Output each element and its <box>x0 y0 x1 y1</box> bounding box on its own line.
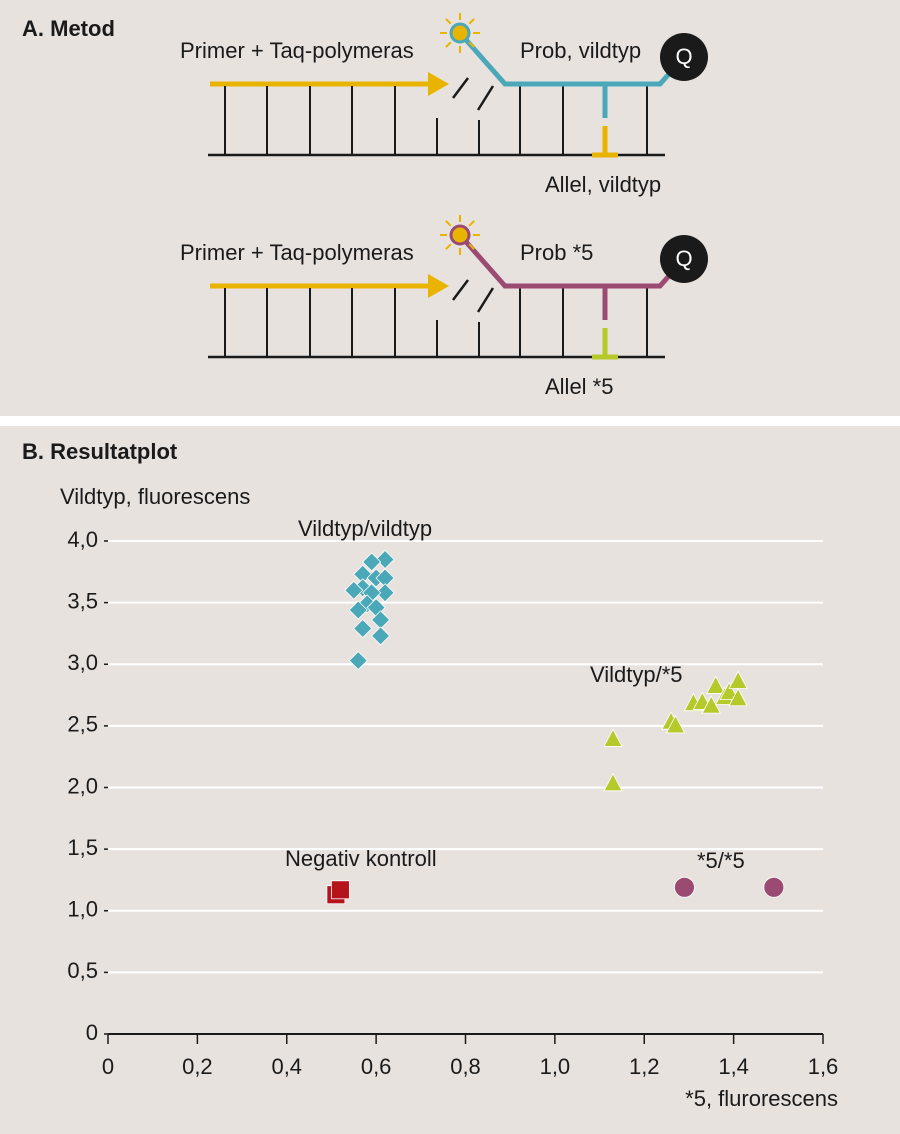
circle-marker <box>674 876 695 898</box>
y-axis-label: Vildtyp, fluorescens <box>60 484 250 509</box>
triangle-marker <box>603 728 623 747</box>
y-tick-label: 2,0 <box>67 773 98 798</box>
separator <box>0 416 900 426</box>
primer-label: Primer + Taq-polymeras <box>180 38 414 63</box>
triangle-marker <box>706 675 726 694</box>
y-tick-label: 3,5 <box>67 588 98 613</box>
x-tick-label: 0,8 <box>450 1054 481 1079</box>
cleaved-base <box>452 77 469 99</box>
diamond-marker <box>344 580 364 600</box>
y-tick-label: 1,5 <box>67 835 98 860</box>
fluor-ray <box>468 18 475 25</box>
fluor-ray <box>445 18 452 25</box>
triangle-marker <box>728 687 748 707</box>
x-axis-label: *5, flurorescens <box>685 1086 838 1111</box>
diamond-marker <box>348 600 368 620</box>
arrow-head <box>428 72 449 96</box>
circle-marker <box>763 876 785 898</box>
x-tick-label: 1,0 <box>540 1054 571 1079</box>
fluor-ray <box>468 220 475 227</box>
quencher-label: Q <box>675 246 692 271</box>
cleaved-base <box>476 287 495 313</box>
y-tick-label: 1,0 <box>67 897 98 922</box>
series-label: Vildtyp/vildtyp <box>298 516 432 541</box>
square-marker <box>330 880 350 900</box>
diamond-marker <box>375 583 395 603</box>
fluorophore <box>449 224 471 246</box>
primer-label: Primer + Taq-polymeras <box>180 240 414 265</box>
x-tick-label: 0,4 <box>271 1054 302 1079</box>
series-label: Negativ kontroll <box>285 846 437 871</box>
triangle-marker <box>665 715 686 734</box>
fluorophore <box>449 22 471 44</box>
x-tick-label: 0,2 <box>182 1054 213 1079</box>
quencher <box>660 33 708 81</box>
allele-label: Allel, vildtyp <box>545 172 661 197</box>
diamond-marker <box>362 552 382 572</box>
fluor-ray <box>445 41 452 48</box>
cleaved-base <box>452 279 469 301</box>
allele-label: Allel *5 <box>545 374 613 399</box>
series-label: Vildtyp/*5 <box>590 662 683 687</box>
x-tick-label: 1,6 <box>808 1054 839 1079</box>
probe-label: Prob, vildtyp <box>520 38 641 63</box>
diamond-marker <box>353 618 373 639</box>
chart-title: B. Resultatplot <box>22 439 178 464</box>
quencher <box>660 235 708 283</box>
panel-a-title: A. Metod <box>22 16 115 41</box>
probe-label: Prob *5 <box>520 240 593 265</box>
y-tick-label: 4,0 <box>67 527 98 552</box>
fluor-ray <box>445 220 452 227</box>
cleaved-base <box>476 85 495 111</box>
y-tick-label: 3,0 <box>67 650 98 675</box>
x-tick-label: 0,6 <box>361 1054 392 1079</box>
y-tick-label: 0,5 <box>67 958 98 983</box>
y-tick-label: 0 <box>86 1020 98 1045</box>
diamond-marker <box>348 650 368 671</box>
triangle-marker <box>603 772 623 792</box>
y-tick-label: 2,5 <box>67 712 98 737</box>
quencher-label: Q <box>675 44 692 69</box>
fluor-ray <box>445 243 452 250</box>
arrow-head <box>428 274 449 298</box>
fluor-ray <box>468 243 475 250</box>
series-label: *5/*5 <box>697 848 745 873</box>
x-tick-label: 0 <box>102 1054 114 1079</box>
triangle-marker <box>719 681 739 700</box>
x-tick-label: 1,4 <box>718 1054 749 1079</box>
fluor-ray <box>468 41 475 48</box>
diamond-marker <box>371 626 391 646</box>
x-tick-label: 1,2 <box>629 1054 660 1079</box>
